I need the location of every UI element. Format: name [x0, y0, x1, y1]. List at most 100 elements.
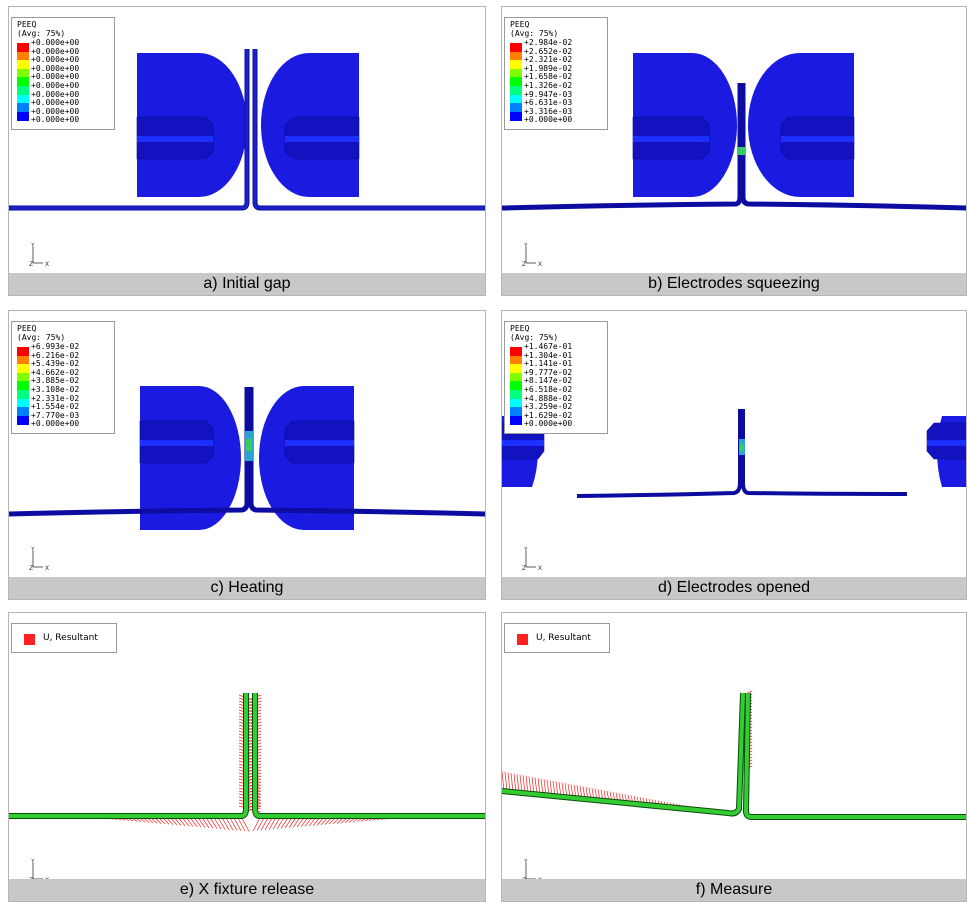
legend-swatch	[510, 103, 522, 113]
left-electrode	[139, 386, 241, 530]
legend-row: +1.629e-02	[510, 411, 604, 425]
legend-swatch	[510, 415, 522, 425]
legend-row: +1.141e-01	[510, 359, 604, 374]
legend-value: +7.770e-03	[31, 410, 80, 420]
legend-value: +1.141e-01	[524, 359, 573, 369]
legend-avg: (Avg: 75%)	[17, 333, 66, 342]
legend-value: +0.000e+00	[31, 55, 80, 65]
legend-row: +6.518e-02	[510, 384, 604, 399]
legend-row: +0.000e+00	[17, 420, 111, 429]
fem-drawing	[9, 693, 485, 832]
legend-value: +0.000e+00	[31, 72, 80, 82]
triad-y-label: Y	[523, 859, 528, 865]
legend-value: +4.662e-02	[31, 367, 80, 377]
legend-swatch	[17, 372, 29, 382]
legend-title: PEEQ	[510, 20, 530, 29]
legend-row: +4.888e-02	[510, 393, 604, 408]
right-electrode	[261, 53, 360, 197]
fem-drawing	[502, 53, 966, 211]
legend-swatch	[510, 60, 522, 70]
triad-z-label: Z	[522, 565, 526, 571]
legend-swatch	[17, 389, 29, 399]
panel-caption: e) X fixture release	[9, 879, 485, 901]
legend-value: +1.326e-02	[524, 80, 573, 90]
legend-row: +1.326e-02	[510, 80, 604, 95]
legend-swatch	[17, 407, 29, 417]
legend-swatch	[510, 94, 522, 104]
legend-swatch	[17, 347, 29, 356]
legend-swatch	[17, 111, 29, 121]
legend-value: +0.000e+00	[524, 115, 573, 125]
sheet	[502, 83, 966, 211]
legend-value: +1.989e-02	[524, 63, 573, 73]
nugget-core	[740, 444, 744, 451]
legend-value: +0.000e+00	[31, 115, 80, 125]
legend-value: +0.000e+00	[31, 63, 80, 73]
legend-swatch	[17, 60, 29, 70]
legend-swatch	[510, 347, 522, 356]
panel-electrodes-opened: PEEQ (Avg: 75%) +1.467e-01 +1.304e-01 +1.1…	[501, 310, 967, 600]
panel-initial-gap: PEEQ (Avg: 75%) +0.000e+00 +0.000e+00 +0.0…	[8, 6, 486, 296]
legend-swatch	[17, 77, 29, 87]
displacement-arrow	[502, 771, 505, 792]
legend-row: +4.662e-02	[17, 367, 111, 382]
legend-row: +0.000e+00	[17, 72, 111, 87]
legend-swatch	[510, 398, 522, 408]
panel-caption: f) Measure	[502, 879, 966, 901]
legend-swatch	[17, 85, 29, 95]
right-electrode	[259, 386, 355, 530]
legend-swatch	[510, 389, 522, 399]
legend-swatch	[17, 381, 29, 391]
sheet-deformed	[9, 693, 485, 818]
triad-z-label: Z	[522, 261, 526, 267]
legend-value: +0.000e+00	[31, 98, 80, 108]
panel-caption: b) Electrodes squeezing	[502, 273, 966, 295]
legend-value: +0.000e+00	[31, 419, 80, 429]
sheet-right-inner	[253, 49, 485, 210]
legend-row: +8.147e-02	[510, 376, 604, 391]
legend-row: +0.000e+00	[17, 38, 111, 52]
legend-row: +3.885e-02	[17, 377, 111, 391]
legend-row: +1.304e-01	[510, 351, 604, 365]
panel-caption: a) Initial gap	[9, 273, 485, 295]
legend-value: +0.000e+00	[31, 106, 80, 116]
legend-row: +9.777e-02	[510, 368, 604, 382]
legend-value: +6.518e-02	[524, 384, 573, 394]
nugget	[738, 147, 746, 155]
legend-value: +0.000e+00	[31, 38, 80, 47]
legend-row: +1.467e-01	[510, 342, 604, 356]
axis-triad: Y Z X	[29, 242, 59, 269]
legend-value: +0.000e+00	[31, 89, 80, 99]
legend-rows: +1.467e-01 +1.304e-01 +1.141e-01 +9.777e-02…	[510, 342, 604, 429]
legend-row: +2.652e-02	[510, 46, 604, 61]
legend-value: +6.993e-02	[31, 342, 80, 351]
legend-row: +0.000e+00	[17, 81, 111, 95]
panel-caption: c) Heating	[9, 577, 485, 599]
legend-value: +6.216e-02	[31, 350, 80, 360]
legend-swatch	[510, 372, 522, 382]
legend-avg: (Avg: 75%)	[510, 29, 559, 38]
legend-row: +2.331e-02	[17, 394, 111, 408]
legend-swatch	[510, 407, 522, 417]
legend-value: +2.652e-02	[524, 46, 573, 56]
axis-triad: Y Z X	[29, 546, 59, 573]
legend-row: +9.947e-03	[510, 90, 604, 104]
triad-y-label: Y	[30, 243, 35, 249]
legend-value: +4.888e-02	[524, 393, 573, 403]
displacement-arrow	[507, 772, 511, 792]
legend-value: +8.147e-02	[524, 376, 573, 386]
fem-drawing	[9, 49, 485, 211]
legend-row: +0.000e+00	[510, 420, 604, 429]
legend-title: PEEQ	[17, 324, 37, 333]
legend-row: +1.658e-02	[510, 73, 604, 87]
left-electrode	[136, 53, 247, 197]
legend-row: +2.321e-02	[510, 55, 604, 70]
legend-swatch	[17, 364, 29, 374]
legend-swatch	[17, 103, 29, 113]
peeq-legend: PEEQ (Avg: 75%) +1.467e-01 +1.304e-01 +1.1…	[504, 321, 608, 434]
peeq-legend: PEEQ (Avg: 75%) +6.993e-02 +6.216e-02 +5.4…	[11, 321, 115, 434]
legend-row: +1.989e-02	[510, 63, 604, 78]
legend-swatch	[17, 94, 29, 104]
legend-swatch	[17, 51, 29, 61]
legend-rows: +6.993e-02 +6.216e-02 +5.439e-02 +4.662e-02…	[17, 342, 111, 429]
